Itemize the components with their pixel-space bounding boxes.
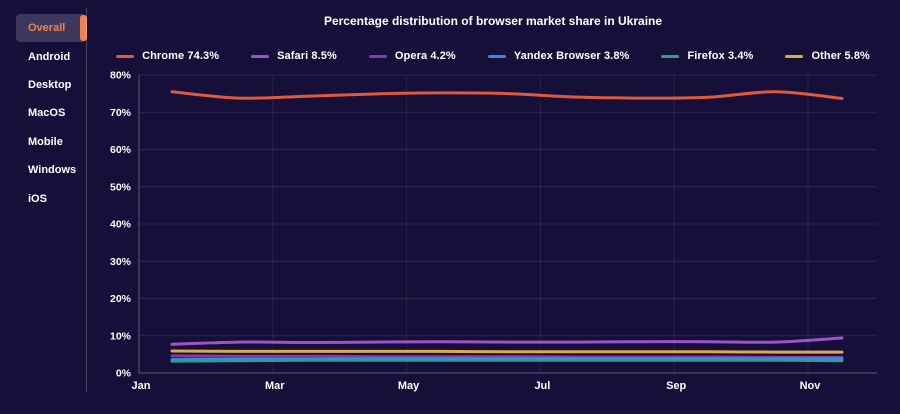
legend-marker: [661, 54, 680, 58]
y-tick-label: 70%: [110, 107, 132, 119]
y-tick-label: 50%: [110, 181, 132, 193]
legend-marker: [251, 54, 270, 58]
legend-label: Yandex Browser 3.8%: [513, 50, 630, 62]
sidebar-item-overall[interactable]: Overall: [16, 14, 87, 43]
series-line-firefox: [170, 358, 844, 363]
sidebar-item-label: Android: [28, 50, 71, 63]
y-tick-label: 20%: [110, 293, 132, 305]
gridlines: [138, 74, 877, 374]
sidebar: Overall Android Desktop MacOS Mobile Windows i…: [0, 0, 87, 414]
legend-label: Opera 4.2%: [394, 50, 456, 62]
legend-marker: [785, 54, 804, 58]
y-tick-label: 60%: [110, 144, 132, 156]
sidebar-item-macos[interactable]: MacOS: [16, 99, 86, 127]
x-tick-label: Jul: [534, 380, 550, 392]
x-tick-label: May: [398, 380, 420, 392]
legend-item-opera[interactable]: Opera 4.2%: [368, 50, 456, 62]
x-tick-label: Mar: [265, 380, 285, 392]
legend-item-chrome[interactable]: Chrome 74.3%: [116, 50, 219, 62]
y-tick-label: 80%: [110, 70, 132, 82]
legend-item-firefox[interactable]: Firefox 3.4%: [661, 50, 753, 62]
sidebar-item-windows[interactable]: Windows: [16, 156, 86, 184]
series-line-chrome: [170, 90, 844, 100]
x-tick-label: Jan: [132, 380, 151, 392]
legend-marker: [116, 54, 135, 58]
legend-item-safari[interactable]: Safari 8.5%: [251, 50, 337, 62]
sidebar-item-android[interactable]: Android: [16, 42, 86, 70]
series-line-other: [170, 349, 844, 354]
legend-item-yandex-browser[interactable]: Yandex Browser 3.8%: [487, 50, 630, 62]
sidebar-item-mobile[interactable]: Mobile: [16, 128, 86, 156]
legend-marker: [487, 54, 506, 58]
sidebar-item-label: Mobile: [28, 135, 63, 148]
legend-marker: [368, 54, 387, 58]
legend-label: Chrome 74.3%: [142, 50, 220, 62]
y-tick-label: 10%: [110, 330, 132, 342]
sidebar-item-ios[interactable]: iOS: [16, 184, 86, 212]
legend-item-other[interactable]: Other 5.8%: [785, 50, 870, 62]
x-tick-label: Sep: [666, 380, 686, 392]
sidebar-item-label: MacOS: [28, 107, 66, 120]
sidebar-item-desktop[interactable]: Desktop: [16, 71, 86, 99]
series-line-opera: [170, 354, 844, 359]
axis-labels: 0% 10% 20% 30% 40% 50% 60% 70% 80% Jan Mar May Jul Se…: [110, 70, 821, 393]
x-tick-label: Nov: [800, 380, 822, 392]
legend-label: Other 5.8%: [811, 50, 870, 62]
legend-label: Firefox 3.4%: [687, 50, 754, 62]
y-tick-label: 30%: [110, 256, 132, 268]
series-line-safari: [170, 336, 844, 346]
series-lines: [170, 90, 844, 363]
sidebar-item-label: Desktop: [28, 78, 72, 91]
y-tick-label: 40%: [110, 219, 132, 231]
chart-legend: Chrome 74.3% Safari 8.5% Opera 4.2% Yandex …: [86, 50, 900, 62]
legend-label: Safari 8.5%: [277, 50, 337, 62]
chart-panel: Percentage distribution of browser marke…: [86, 0, 900, 414]
sidebar-divider: [86, 8, 87, 392]
sidebar-item-label: Overall: [28, 22, 66, 35]
y-tick-label: 0%: [116, 368, 132, 380]
sidebar-item-label: Windows: [28, 164, 77, 177]
chart-title: Percentage distribution of browser marke…: [323, 14, 663, 28]
market-share-chart: 0% 10% 20% 30% 40% 50% 60% 70% 80% Jan Mar May Jul Se…: [110, 70, 877, 393]
sidebar-item-label: iOS: [28, 192, 47, 205]
